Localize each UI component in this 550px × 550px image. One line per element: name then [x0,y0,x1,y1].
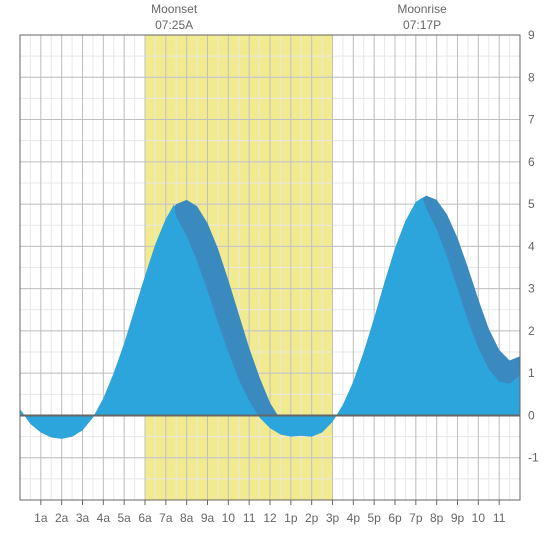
x-tick-label: 8a [180,511,194,525]
y-tick-label: 0 [528,408,535,422]
chart-svg: 1a2a3a4a5a6a7a8a9a1011121p2p3p4p5p6p7p8p… [0,0,550,550]
x-tick-label: 4p [347,511,361,525]
moonrise-time: 07:17P [382,18,462,34]
y-tick-label: 9 [528,28,535,42]
y-tick-label: 5 [528,197,535,211]
x-tick-label: 11 [243,511,256,525]
x-tick-label: 12 [263,511,277,525]
x-tick-label: 4a [97,511,111,525]
x-tick-label: 6p [388,511,402,525]
moonrise-title: Moonrise [382,2,462,18]
x-tick-label: 8p [430,511,444,525]
tide-chart: 1a2a3a4a5a6a7a8a9a1011121p2p3p4p5p6p7p8p… [0,0,550,550]
y-tick-label: 8 [528,70,535,84]
y-tick-label: 3 [528,282,535,296]
y-tick-label: 4 [528,239,535,253]
x-tick-label: 3a [76,511,90,525]
x-tick-label: 11 [493,511,506,525]
x-tick-label: 5a [117,511,131,525]
x-tick-label: 7a [159,511,173,525]
x-tick-label: 3p [326,511,340,525]
x-tick-label: 7p [409,511,423,525]
x-tick-label: 2p [305,511,319,525]
moonset-time: 07:25A [134,18,214,34]
x-tick-label: 10 [472,511,486,525]
x-tick-label: 9p [451,511,465,525]
y-tick-label: 6 [528,155,535,169]
x-tick-label: 6a [138,511,152,525]
moonrise-label: Moonrise07:17P [382,2,462,33]
x-tick-label: 1a [34,511,48,525]
x-tick-label: 9a [201,511,215,525]
x-tick-label: 2a [55,511,69,525]
y-tick-label: 1 [528,366,535,380]
x-tick-label: 1p [284,511,298,525]
moonset-label: Moonset07:25A [134,2,214,33]
x-tick-label: 5p [367,511,381,525]
moonset-title: Moonset [134,2,214,18]
y-tick-label: 2 [528,324,535,338]
y-tick-label: -1 [528,451,539,465]
x-tick-label: 10 [222,511,236,525]
y-tick-label: 7 [528,113,535,127]
